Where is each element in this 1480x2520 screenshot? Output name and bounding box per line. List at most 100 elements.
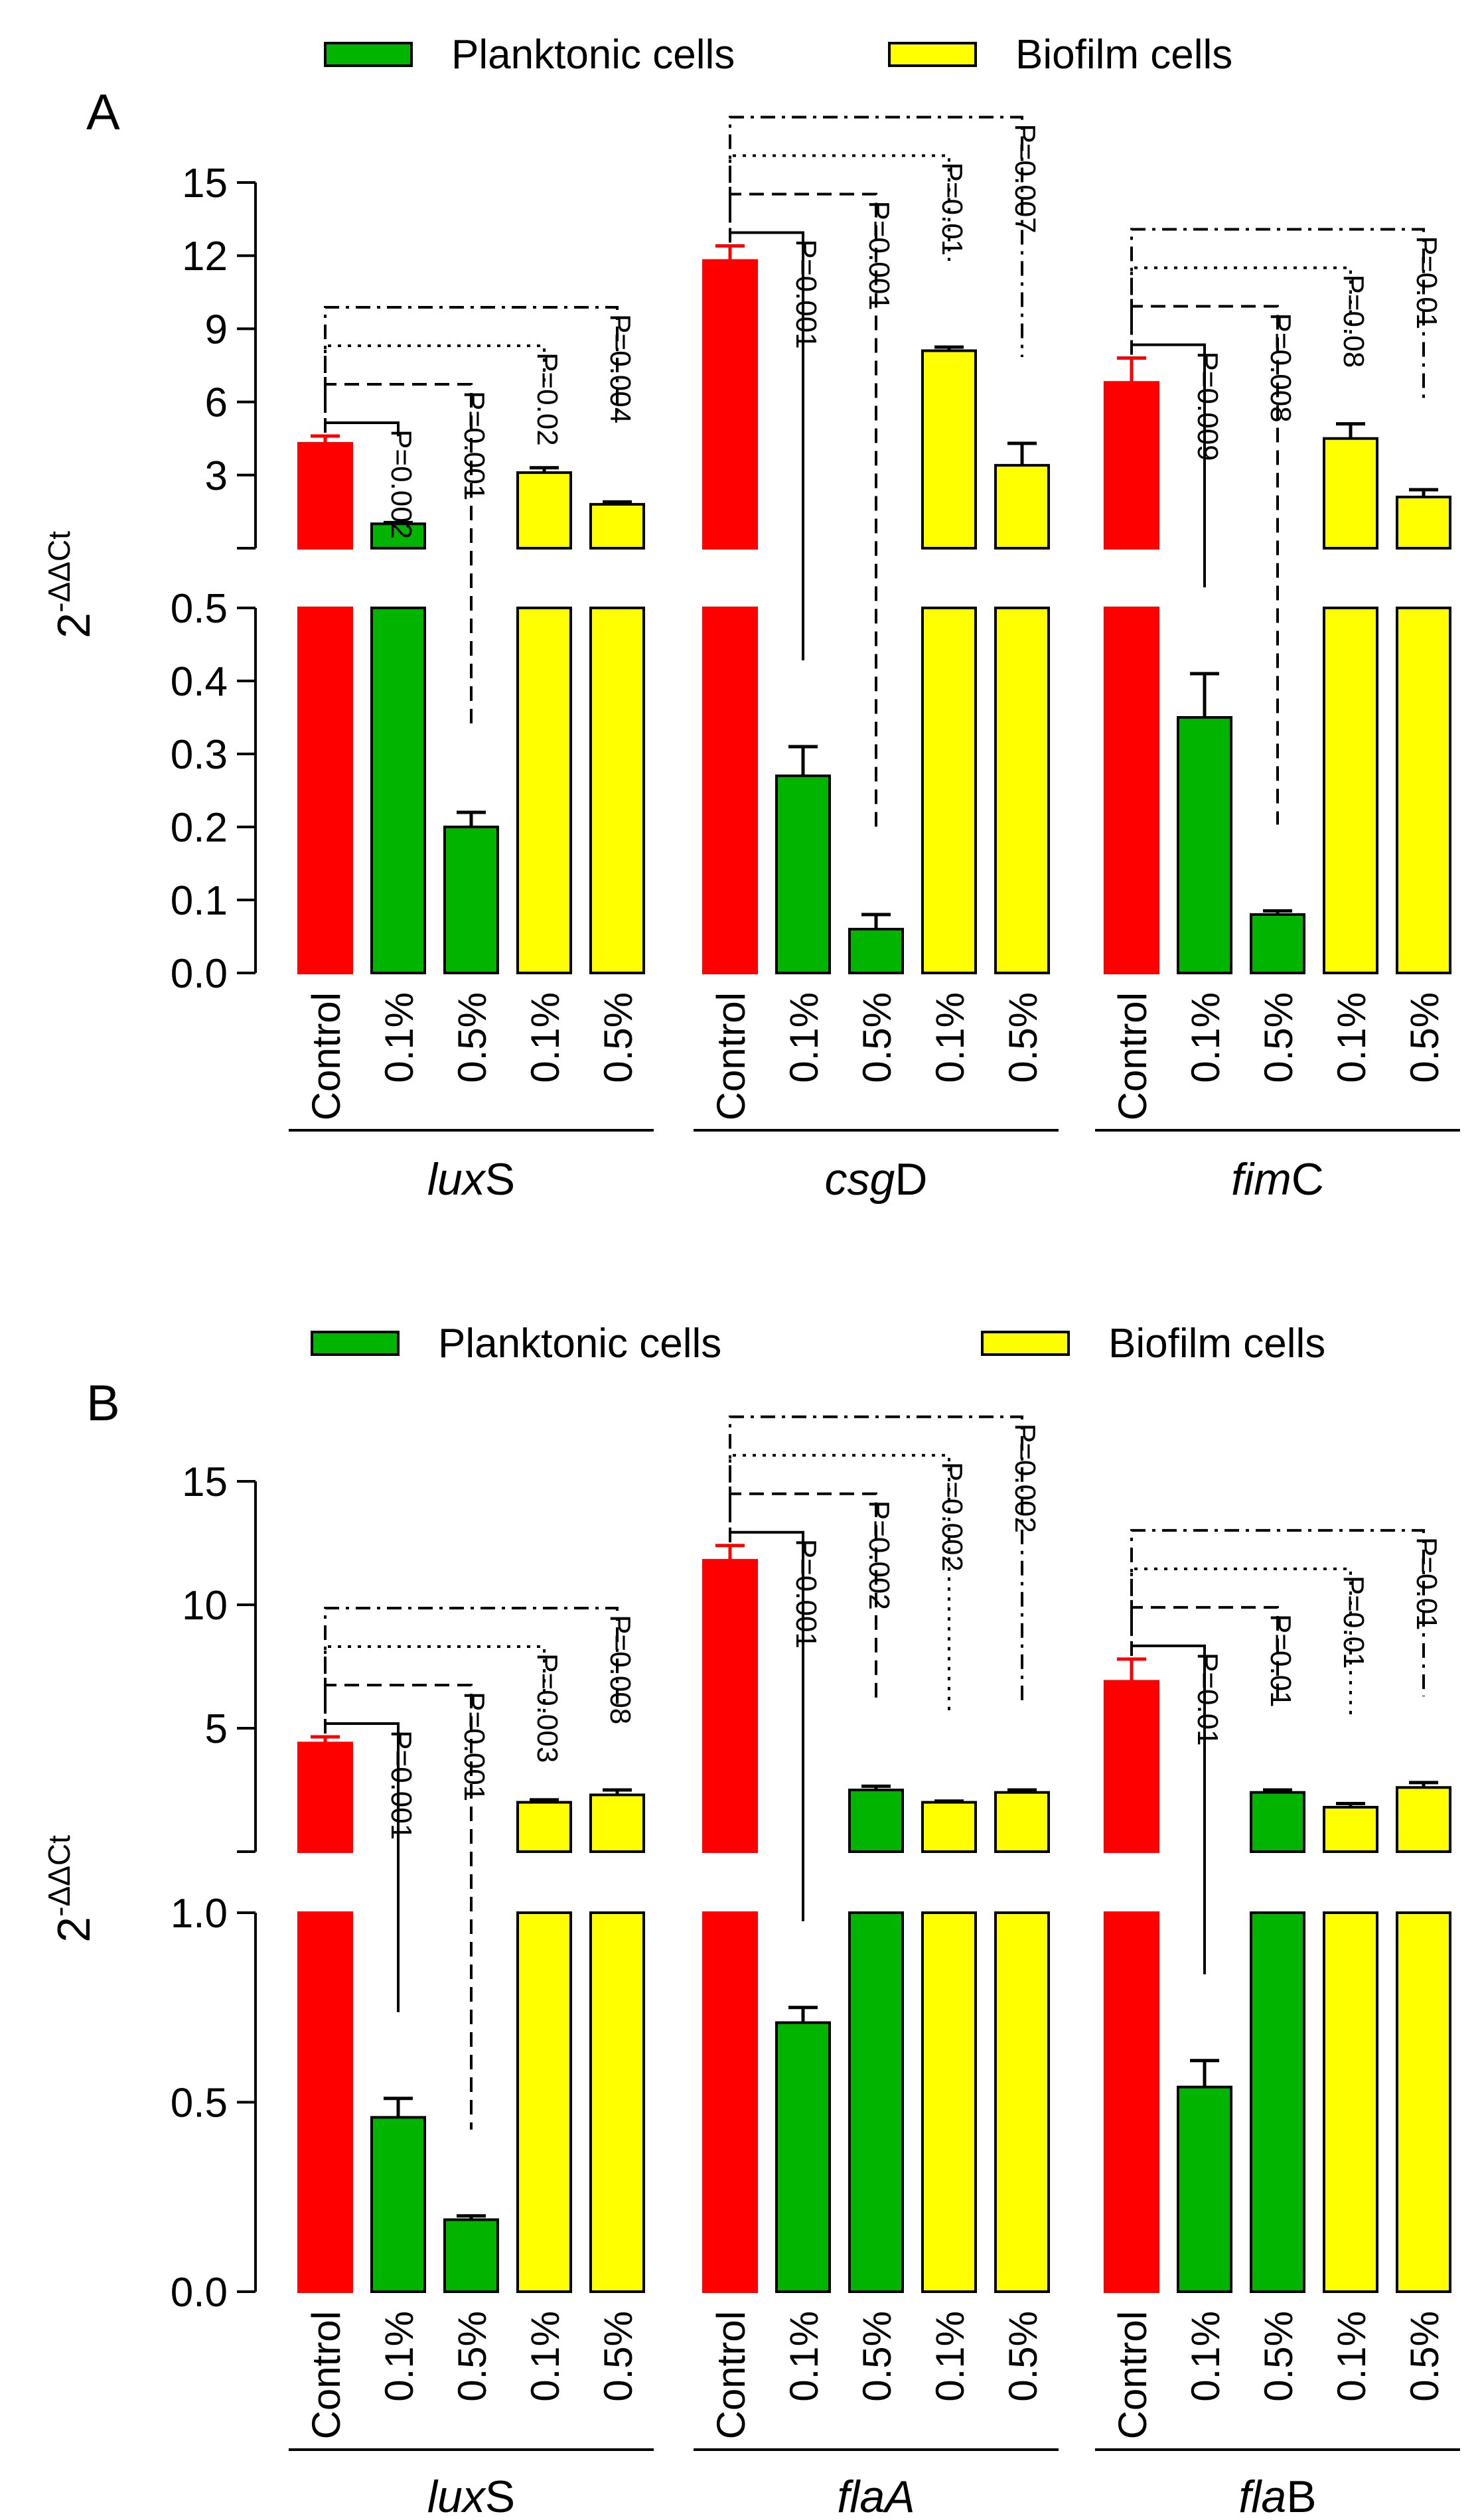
p-value-label: P=0.01 xyxy=(936,163,968,256)
x-category-label: Control xyxy=(1110,992,1155,1120)
significance-bracket-lux-3 xyxy=(324,1645,546,1734)
y-tick-label: 1.0 xyxy=(171,1891,228,1937)
gene-label-suffix: S xyxy=(485,1154,515,1205)
p-value-label: P=0.001 xyxy=(863,201,895,311)
x-category-label: 0.1% xyxy=(928,992,972,1083)
bar-lux-2-lower xyxy=(443,2218,499,2294)
y-axis-label-base: 2 xyxy=(48,1917,100,1943)
gene-label: flaB xyxy=(1238,2472,1316,2520)
x-category-label: 0.5% xyxy=(855,992,899,1083)
bar-csg-0-upper xyxy=(702,259,758,550)
legend-swatch-planktonic xyxy=(311,1331,400,1356)
x-category-label: 0.1% xyxy=(1183,992,1228,1083)
significance-bracket-fim-3 xyxy=(1130,266,1352,355)
bar-lux-0-upper xyxy=(297,1742,353,1854)
panel-label-B: B xyxy=(86,1375,120,1432)
significance-bracket-lux-3 xyxy=(324,344,546,433)
gene-label: fimC xyxy=(1231,1154,1324,1205)
gene-label: flaA xyxy=(837,2472,915,2520)
gene-label-italic: csg xyxy=(825,1154,895,1205)
bar-lux-1-lower xyxy=(370,607,426,974)
p-value-label: P=0.01 xyxy=(1337,1576,1370,1669)
x-category-label: 0.1% xyxy=(1183,2311,1228,2402)
bar-fla-0-upper xyxy=(1104,1680,1159,1854)
bar-fim-3-lower xyxy=(1323,607,1378,974)
significance-bracket-lux-4 xyxy=(324,1607,619,1734)
bar-lux-0-lower xyxy=(297,1911,353,2293)
bar-fla-2-upper xyxy=(1250,1791,1305,1853)
bar-fim-3-upper xyxy=(1323,437,1378,550)
gene-label-suffix: S xyxy=(485,2472,515,2520)
bar-lux-1-lower xyxy=(370,2116,426,2294)
gene-label-italic: lux xyxy=(427,1154,486,1205)
panel-label-A: A xyxy=(86,84,120,141)
p-value-label: P=0.009 xyxy=(1191,351,1224,461)
x-category-label: Control xyxy=(709,2311,753,2439)
y-tick-label: 0.4 xyxy=(171,659,228,705)
y-axis-label-exponent: -ΔΔCt xyxy=(42,531,76,613)
x-category-label: 0.1% xyxy=(523,2311,567,2402)
p-value-label: P=0.008 xyxy=(1264,313,1297,422)
x-category-label: Control xyxy=(304,2311,348,2439)
bar-flaA-1-lower xyxy=(775,2021,831,2294)
legend-swatch-biofilm xyxy=(888,42,977,67)
x-category-label: 0.1% xyxy=(782,2311,826,2402)
bar-flaA-4-lower xyxy=(994,1911,1050,2293)
x-category-label: 0.5% xyxy=(1402,2311,1447,2402)
x-category-label: 0.1% xyxy=(1329,992,1374,1083)
bar-flaA-2-lower xyxy=(848,1911,904,2293)
bar-fla-2-lower xyxy=(1250,1911,1305,2293)
bar-fla-0-lower xyxy=(1104,1911,1159,2293)
bar-lux-0-lower xyxy=(297,607,353,974)
bar-flaA-0-upper xyxy=(702,1559,758,1854)
p-value-label: P=0.007 xyxy=(1009,124,1041,234)
y-tick-label: 0.0 xyxy=(171,2270,228,2316)
bar-flaA-0-lower xyxy=(702,1911,758,2293)
gene-label: luxS xyxy=(427,1154,515,1205)
x-category-label: 0.5% xyxy=(450,992,494,1083)
significance-bracket-csg-3 xyxy=(729,154,950,261)
legend-label-biofilm: Biofilm cells xyxy=(1108,1321,1325,1367)
bar-fim-0-upper xyxy=(1104,381,1159,550)
significance-bracket-fla-3 xyxy=(1130,1567,1352,1718)
x-category-label: 0.1% xyxy=(1329,2311,1374,2402)
p-value-label: P=0.002 xyxy=(385,429,417,539)
bar-csg-4-upper xyxy=(994,464,1050,550)
x-category-label: 0.5% xyxy=(1256,2311,1301,2402)
y-tick-label: 0.3 xyxy=(171,732,228,778)
bar-flaA-3-lower xyxy=(921,1911,977,2293)
bar-lux-3-lower xyxy=(516,1911,572,2293)
x-category-label: 0.5% xyxy=(855,2311,899,2402)
bar-fim-2-lower xyxy=(1250,913,1305,974)
y-tick-label: 5 xyxy=(205,1706,228,1752)
y-axis-label-base: 2 xyxy=(48,613,100,638)
bar-csg-3-upper xyxy=(921,349,977,550)
x-category-label: 0.5% xyxy=(1256,992,1301,1083)
x-category-label: 0.5% xyxy=(596,2311,640,2402)
x-category-label: 0.1% xyxy=(377,992,421,1083)
bar-lux-3-upper xyxy=(516,1801,572,1854)
bar-lux-0-upper xyxy=(297,442,353,550)
bar-flaA-2-upper xyxy=(848,1789,904,1853)
x-category-label: 0.5% xyxy=(596,992,640,1083)
legend-swatch-planktonic xyxy=(324,42,413,67)
bar-fla-3-upper xyxy=(1323,1806,1378,1854)
bar-fla-4-lower xyxy=(1396,1911,1451,2293)
significance-bracket-csg-4 xyxy=(729,115,1023,358)
bar-csg-0-lower xyxy=(702,607,758,974)
y-tick-label: 10 xyxy=(182,1583,228,1629)
bar-flaA-4-upper xyxy=(994,1791,1050,1853)
x-category-label: 0.5% xyxy=(1001,992,1045,1083)
bar-lux-4-lower xyxy=(589,1911,645,2293)
y-tick-label: 0.5 xyxy=(171,2081,228,2126)
p-value-label: P=0.01 xyxy=(1410,1537,1443,1631)
bar-lux-4-lower xyxy=(589,607,645,974)
bar-lux-3-upper xyxy=(516,471,572,550)
p-value-label: P=0.002 xyxy=(1009,1424,1041,1533)
p-value-label: P=0.001 xyxy=(790,240,822,349)
bar-lux-4-upper xyxy=(589,502,645,550)
significance-bracket-lux-4 xyxy=(324,306,619,433)
y-tick-label: 0.5 xyxy=(171,586,228,632)
gene-label-italic: flaA xyxy=(837,2472,915,2520)
